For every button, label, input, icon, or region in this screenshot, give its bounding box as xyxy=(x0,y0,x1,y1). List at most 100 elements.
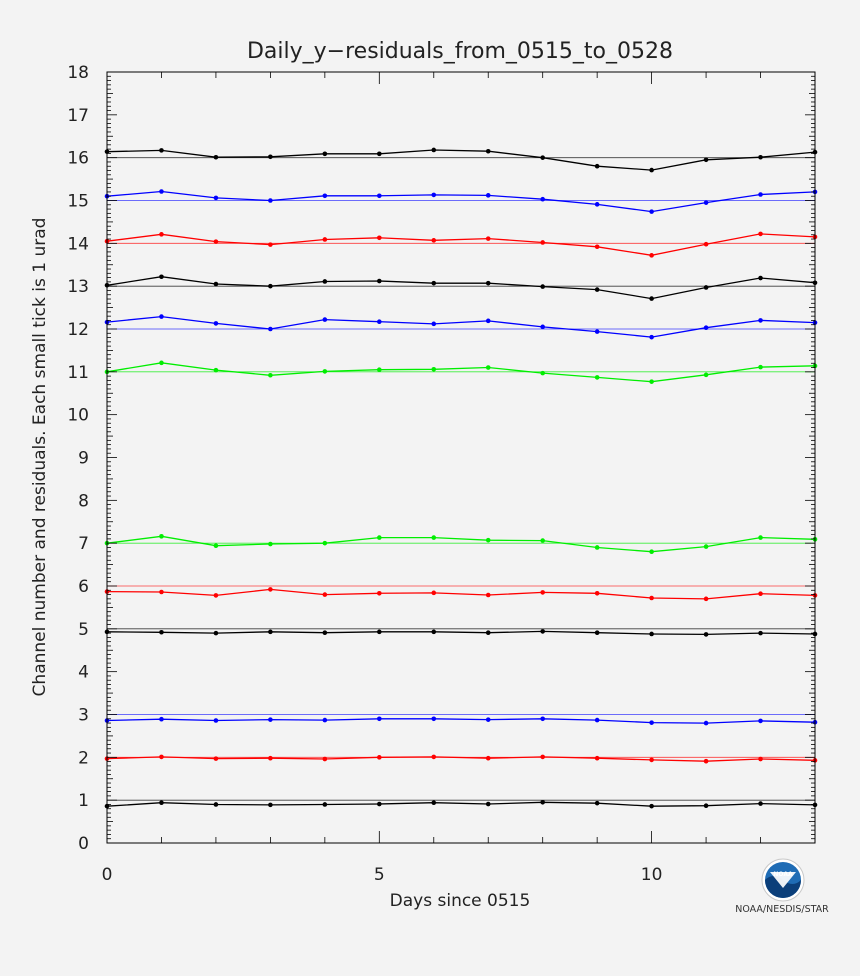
data-point xyxy=(213,630,219,636)
y-tick-label: 7 xyxy=(78,534,89,554)
x-axis: 0 5 10 xyxy=(102,72,816,885)
y-tick-label: 10 xyxy=(67,406,89,426)
data-point xyxy=(649,167,654,173)
x-axis-label: Days since 0515 xyxy=(390,891,531,911)
data-point xyxy=(322,802,328,807)
data-point xyxy=(485,236,491,241)
data-point xyxy=(594,244,600,250)
data-point xyxy=(594,590,600,596)
data-point xyxy=(431,754,437,760)
data-point xyxy=(485,801,491,807)
data-point xyxy=(322,592,328,597)
data-point xyxy=(159,534,164,539)
data-point xyxy=(594,545,600,550)
data-point xyxy=(594,630,600,635)
series-ch13 xyxy=(104,274,818,301)
data-point xyxy=(431,147,437,153)
data-point xyxy=(268,755,273,761)
data-point xyxy=(322,369,328,374)
data-point xyxy=(758,756,763,762)
series-ch11 xyxy=(104,360,818,384)
data-point xyxy=(485,537,491,543)
noaa-logo-emblem-text: NOAA xyxy=(773,871,793,878)
series-line-ch5 xyxy=(106,630,816,636)
y-tick-label: 18 xyxy=(67,63,89,83)
chart-title: Daily_y−residuals_from_0515_to_0528 xyxy=(247,39,673,64)
data-point xyxy=(703,285,709,290)
data-point xyxy=(377,278,382,284)
data-point xyxy=(213,367,219,373)
y-tick-label: 11 xyxy=(67,363,89,383)
y-tick-label: 3 xyxy=(78,706,89,726)
data-point xyxy=(758,591,763,597)
data-point xyxy=(540,284,545,289)
data-point xyxy=(159,189,164,194)
data-point xyxy=(268,242,273,247)
data-point xyxy=(540,155,545,160)
data-point xyxy=(431,716,437,722)
data-point xyxy=(431,629,437,635)
series-line-ch1 xyxy=(106,801,816,807)
data-point xyxy=(540,324,545,330)
data-point xyxy=(431,280,437,286)
data-point xyxy=(377,193,382,199)
data-point xyxy=(540,716,545,722)
series-line-ch11 xyxy=(106,362,816,383)
x-tick-label: 10 xyxy=(641,865,663,885)
data-point xyxy=(322,717,328,723)
data-point xyxy=(649,379,654,384)
data-point xyxy=(703,596,709,602)
data-point xyxy=(540,370,545,376)
data-point xyxy=(213,281,219,287)
data-point xyxy=(377,319,382,325)
data-point xyxy=(322,756,328,762)
data-point xyxy=(322,540,328,546)
data-point xyxy=(594,755,600,761)
series-line-ch16 xyxy=(106,149,816,171)
data-point xyxy=(268,198,273,203)
data-point xyxy=(377,755,382,760)
data-point xyxy=(594,163,600,169)
data-point xyxy=(431,366,437,372)
data-point xyxy=(377,629,382,635)
data-point xyxy=(213,718,219,723)
y-tick-label: 15 xyxy=(67,192,89,212)
y-tick-label: 5 xyxy=(78,620,89,640)
data-point xyxy=(431,238,437,243)
data-point xyxy=(268,372,273,378)
data-point xyxy=(377,367,382,372)
data-point xyxy=(485,318,491,324)
data-point xyxy=(540,590,545,595)
data-point xyxy=(703,758,709,764)
data-point xyxy=(213,802,219,807)
data-point xyxy=(594,202,600,207)
data-point xyxy=(322,151,328,157)
data-point xyxy=(758,535,763,540)
data-point xyxy=(703,241,709,247)
data-point xyxy=(159,274,164,280)
data-point xyxy=(540,240,545,245)
series-line-ch13 xyxy=(106,276,816,300)
data-point xyxy=(594,329,600,334)
data-point xyxy=(268,717,273,722)
data-point xyxy=(322,237,328,242)
y-tick-label: 1 xyxy=(78,791,89,811)
data-point xyxy=(268,802,273,808)
data-point xyxy=(322,317,328,322)
data-point xyxy=(377,235,382,241)
data-point xyxy=(213,239,219,244)
data-point xyxy=(322,193,328,199)
data-point xyxy=(703,157,709,163)
data-point xyxy=(159,148,164,153)
data-point xyxy=(213,321,219,326)
plot-frame xyxy=(106,71,816,844)
series-line-ch2 xyxy=(106,756,816,762)
y-tick-label: 6 xyxy=(78,577,89,597)
data-point xyxy=(431,590,437,596)
data-point xyxy=(649,757,654,763)
data-point xyxy=(649,296,654,301)
data-point xyxy=(649,549,654,555)
data-point xyxy=(540,754,545,760)
data-point xyxy=(485,193,491,198)
data-point xyxy=(431,321,437,327)
